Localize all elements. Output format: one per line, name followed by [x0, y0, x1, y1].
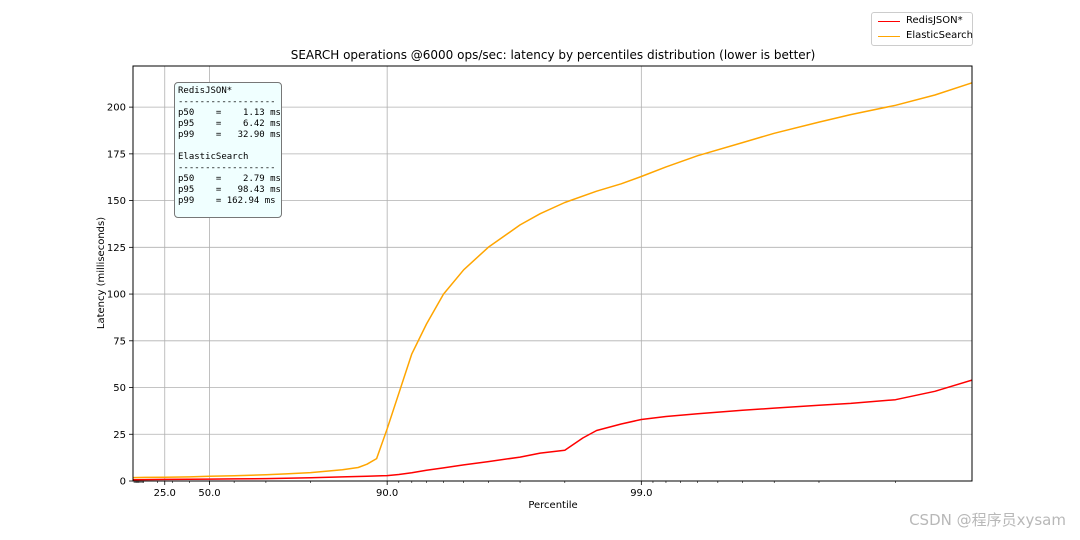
- y-tick-label: 75: [113, 336, 126, 347]
- legend-label-redisjson: RedisJSON*: [906, 15, 963, 26]
- x-tick-label: 50.0: [198, 488, 220, 499]
- axes: 25.0 50.0 90.0 99.0 0 25 50 75 100 125 150 175 200: [107, 103, 896, 499]
- y-tick-label: 100: [107, 290, 126, 301]
- series-line-redisjson: [132, 379, 973, 481]
- stats-line: ElasticSearch: [178, 152, 249, 162]
- x-axis-label: Percentile: [528, 500, 577, 511]
- stats-line: p95 = 98.43 ms: [178, 185, 281, 195]
- x-tick-label: 25.0: [154, 488, 176, 499]
- y-axis-label: Latency (milliseconds): [96, 217, 107, 329]
- y-tick-label: 125: [107, 243, 126, 254]
- series-layer: [132, 82, 973, 481]
- stats-line: p95 = 6.42 ms: [178, 119, 281, 129]
- y-tick-label: 200: [107, 103, 126, 114]
- y-tick-label: 50: [113, 383, 126, 394]
- stats-line: ------------------: [178, 97, 276, 107]
- y-tick-label: 175: [107, 149, 126, 160]
- y-tick-label: 0: [120, 477, 126, 488]
- legend-swatch-redisjson: [878, 21, 900, 22]
- chart-title: SEARCH operations @6000 ops/sec: latency…: [291, 48, 816, 62]
- stats-line: p99 = 162.94 ms: [178, 196, 276, 206]
- plot-frame: [132, 65, 973, 482]
- stats-line: p50 = 1.13 ms: [178, 108, 281, 118]
- legend-label-elasticsearch: ElasticSearch: [906, 30, 973, 41]
- series-line-elasticsearch: [132, 82, 973, 479]
- x-tick-label: 99.0: [630, 488, 652, 499]
- stats-line: RedisJSON*: [178, 86, 233, 96]
- stats-line: p99 = 32.90 ms: [178, 130, 281, 140]
- watermark: CSDN @程序员xysam: [909, 511, 1066, 529]
- grid-lines: [133, 66, 972, 482]
- stats-line: p50 = 2.79 ms: [178, 174, 281, 184]
- percentile-stats-box: RedisJSON* ------------------ p50 = 1.13…: [174, 82, 282, 218]
- legend: RedisJSON* ElasticSearch: [871, 12, 973, 46]
- y-tick-label: 25: [113, 430, 126, 441]
- percentile-stats-text: RedisJSON* ------------------ p50 = 1.13…: [175, 83, 281, 210]
- stats-line: ------------------: [178, 163, 276, 173]
- x-tick-label: 90.0: [376, 488, 398, 499]
- y-tick-label: 150: [107, 196, 126, 207]
- legend-swatch-elasticsearch: [878, 36, 900, 37]
